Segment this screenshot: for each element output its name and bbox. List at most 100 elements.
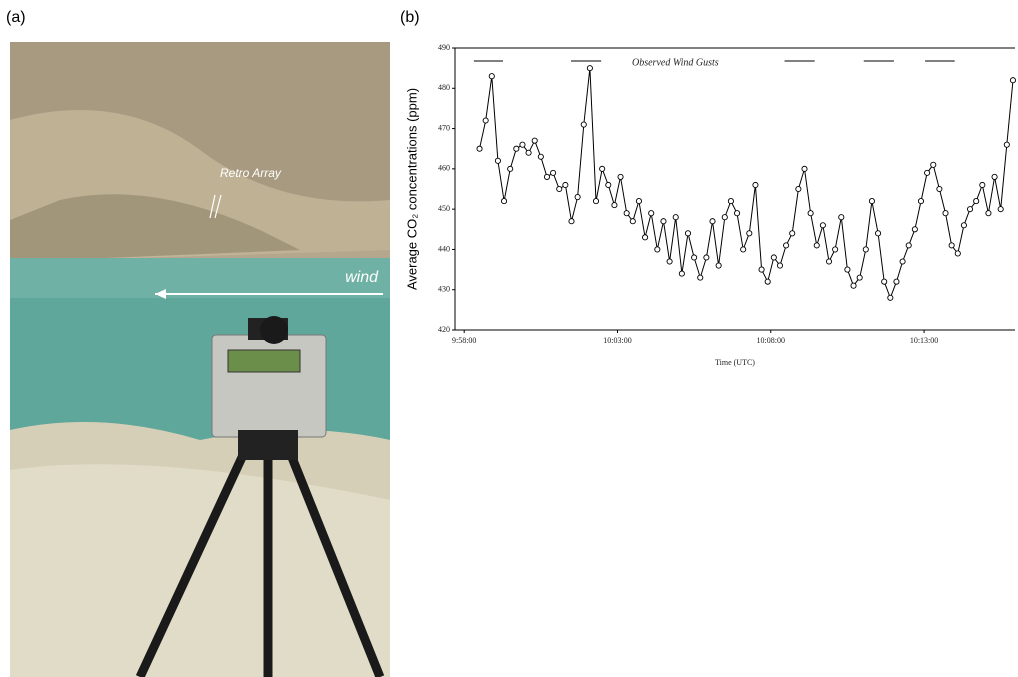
data-point	[617, 173, 624, 180]
data-point	[917, 198, 925, 205]
data-point	[592, 198, 600, 205]
data-point	[672, 214, 679, 221]
data-point	[709, 218, 716, 225]
data-point	[1009, 77, 1017, 84]
data-point	[746, 230, 753, 237]
data-point	[948, 242, 955, 249]
x-tick-label: 10:03:00	[603, 336, 631, 345]
chart: 420 430 440 450 460 470 480 490 9:58:00 10:03:00 1…	[404, 43, 1017, 367]
data-point	[642, 234, 649, 241]
data-point	[703, 254, 710, 261]
data-point	[758, 266, 765, 273]
data-point	[801, 165, 808, 172]
data-point	[832, 246, 839, 253]
data-point	[893, 278, 900, 285]
data-point	[697, 274, 704, 281]
data-point	[623, 210, 630, 217]
data-point	[795, 185, 802, 193]
data-point	[482, 117, 489, 124]
data-point	[727, 198, 734, 205]
data-point	[543, 173, 551, 180]
data-point	[611, 202, 618, 209]
data-point	[868, 198, 875, 205]
data-point	[942, 210, 949, 217]
data-point	[501, 198, 508, 205]
data-point	[862, 246, 869, 253]
data-point	[783, 242, 790, 249]
y-tick-label: 440	[438, 244, 450, 253]
data-point	[924, 169, 931, 176]
data-point	[819, 222, 826, 229]
data-point	[574, 194, 581, 201]
data-point	[813, 242, 820, 249]
data-point	[875, 230, 882, 237]
data-point	[954, 250, 961, 257]
y-tick-label: 430	[438, 285, 450, 294]
data-point	[476, 145, 483, 152]
data-point	[930, 161, 937, 168]
data-point	[648, 210, 655, 217]
data-point	[979, 181, 986, 189]
data-point	[531, 137, 538, 144]
data-point	[580, 121, 587, 128]
data-point	[513, 145, 520, 152]
y-tick-label: 420	[438, 325, 450, 334]
photo-label: wind	[345, 269, 379, 286]
data-point	[1003, 141, 1010, 148]
y-tick-label: 450	[438, 204, 450, 213]
data-point	[562, 181, 569, 189]
data-point	[850, 282, 857, 289]
panel-label: (a)	[6, 9, 26, 26]
data-point	[684, 230, 692, 237]
data-point	[715, 262, 722, 269]
data-line	[479, 68, 1014, 300]
data-point	[629, 218, 636, 225]
data-point	[985, 210, 992, 217]
data-point	[899, 258, 906, 265]
data-point	[586, 65, 593, 72]
data-point	[776, 262, 784, 269]
data-point	[635, 198, 642, 205]
data-point	[807, 210, 814, 217]
y-tick-label: 480	[438, 83, 450, 92]
data-point	[789, 230, 796, 237]
data-point	[770, 254, 777, 261]
data-point	[537, 153, 544, 160]
data-point	[856, 274, 863, 281]
data-point	[973, 198, 980, 205]
x-axis-label: Time (UTC)	[715, 358, 755, 367]
data-point	[599, 165, 606, 172]
data-point	[844, 266, 851, 273]
data-point	[519, 141, 526, 148]
data-point	[556, 185, 563, 193]
data-point	[605, 181, 612, 189]
data-point	[550, 169, 557, 176]
data-point	[881, 278, 888, 285]
photo-label: Retro Array	[220, 166, 282, 180]
data-point	[654, 246, 661, 253]
y-tick-label: 490	[438, 43, 450, 52]
data-point	[678, 270, 685, 277]
data-point	[838, 214, 845, 221]
data-point	[936, 185, 943, 193]
data-point	[507, 165, 514, 172]
x-tick-label: 10:08:00	[757, 336, 785, 345]
y-tick-label: 470	[438, 123, 450, 132]
annotation: Observed Wind Gusts	[632, 57, 719, 68]
data-point	[911, 226, 918, 233]
y-tick-label: 460	[438, 164, 450, 173]
data-point	[991, 173, 998, 180]
data-point	[733, 210, 741, 217]
data-point	[691, 254, 698, 261]
data-point	[966, 206, 974, 213]
data-point	[525, 149, 532, 156]
x-tick-label: 10:13:00	[910, 336, 938, 345]
data-point	[887, 294, 894, 301]
data-point	[568, 218, 575, 225]
data-point	[960, 222, 967, 229]
data-point	[825, 258, 833, 265]
y-axis-label: Average CO₂ concentrations (ppm)	[404, 88, 419, 290]
panel-label: (b)	[400, 9, 420, 26]
